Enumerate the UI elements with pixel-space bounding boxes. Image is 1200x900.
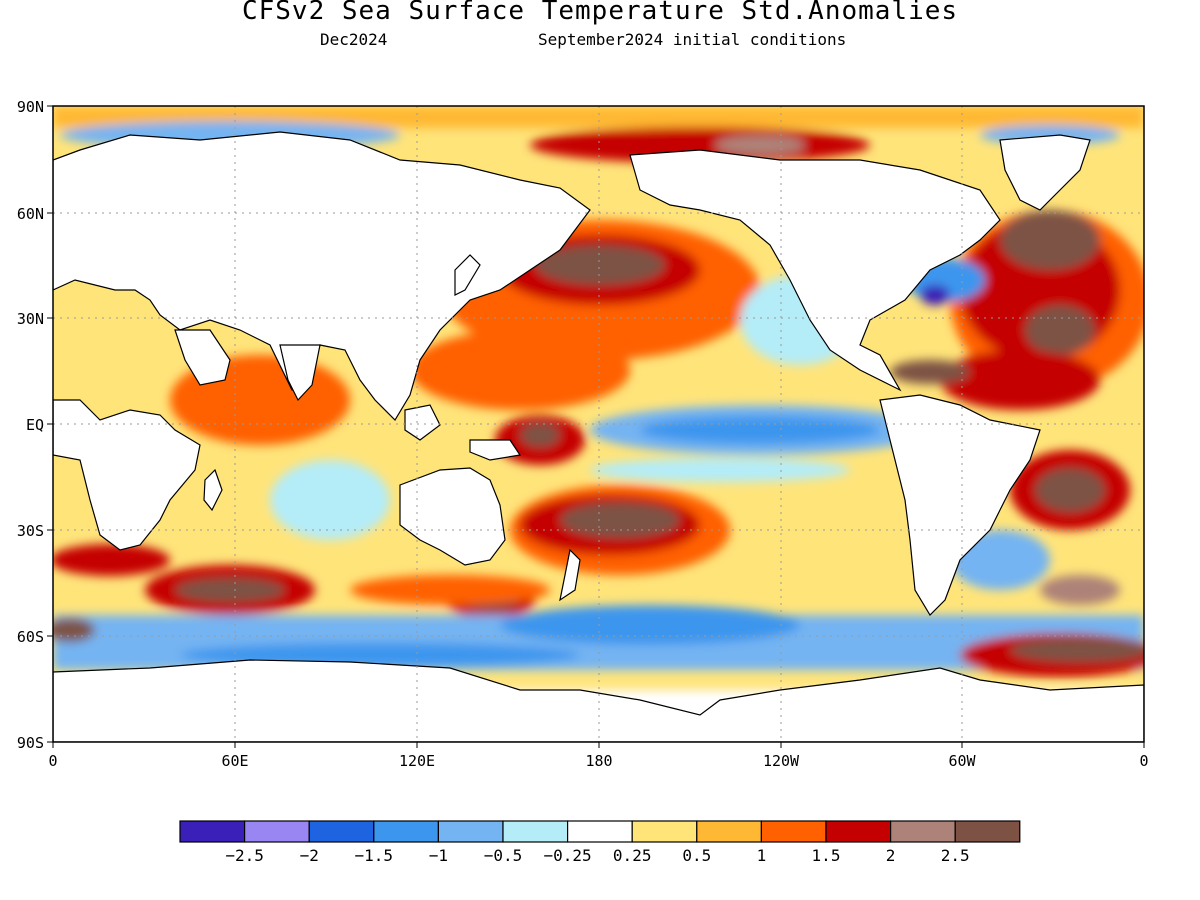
lon-label: 0 <box>1139 752 1148 770</box>
land-india <box>279 344 321 402</box>
legend-swatch <box>566 820 633 843</box>
map-area <box>53 106 1144 742</box>
legend-swatch <box>437 820 504 843</box>
legend-swatch <box>244 820 310 843</box>
legend-swatch <box>954 820 1021 843</box>
legend-label: −2 <box>300 846 319 865</box>
land-arabia <box>174 329 231 386</box>
legend-label: 2.5 <box>941 846 970 865</box>
legend-swatch <box>825 820 892 843</box>
land-japan <box>454 254 481 296</box>
legend-swatch <box>889 820 956 843</box>
land-south-america <box>879 394 1041 616</box>
lon-label: 120E <box>399 752 435 770</box>
land-eurasia <box>53 131 591 421</box>
initial-conditions: September2024 initial conditions <box>538 30 847 49</box>
legend-label: −0.25 <box>544 846 592 865</box>
legend-label: −2.5 <box>225 846 264 865</box>
legend-swatch <box>373 820 439 843</box>
legend-label: −1 <box>429 846 448 865</box>
legend-label: 0.5 <box>682 846 711 865</box>
lat-label: 90N <box>17 98 44 116</box>
legend-swatch <box>631 820 698 843</box>
land-north-america <box>629 149 1001 392</box>
legend-swatch <box>179 820 246 843</box>
legend-label: −1.5 <box>355 846 394 865</box>
legend-label: −0.5 <box>484 846 523 865</box>
forecast-month: Dec2024 <box>320 30 388 49</box>
lat-label: 30S <box>17 522 44 540</box>
land-greenland <box>999 134 1091 211</box>
land-borneo <box>404 404 441 441</box>
land-australia <box>399 467 506 566</box>
lon-label: 60E <box>221 752 248 770</box>
map-title: CFSv2 Sea Surface Temperature Std.Anomal… <box>241 0 959 26</box>
lon-label: 180 <box>585 752 612 770</box>
lat-label: EQ <box>26 416 44 434</box>
lon-label: 0 <box>48 752 57 770</box>
land-madagascar <box>203 468 223 512</box>
lon-label: 120W <box>763 752 800 770</box>
legend-label: 2 <box>886 846 896 865</box>
continents <box>53 131 1144 742</box>
legend-swatch <box>696 820 762 843</box>
lat-labels: 90N 60N 30N EQ 30S 60S 90S <box>17 98 44 752</box>
lat-label: 60S <box>17 628 44 646</box>
lat-label: 90S <box>17 734 44 752</box>
lon-label: 60W <box>948 752 976 770</box>
grid-lines <box>53 106 1144 742</box>
legend-label: 0.25 <box>613 846 652 865</box>
legend-swatch <box>308 820 375 843</box>
legend-swatch <box>502 820 569 843</box>
legend-label: 1 <box>757 846 767 865</box>
land-new-guinea <box>469 439 522 461</box>
legend-label: 1.5 <box>812 846 841 865</box>
land-africa <box>53 399 201 551</box>
color-legend <box>179 820 1021 843</box>
lon-labels: 0 60E 120E 180 120W 60W 0 <box>48 752 1148 770</box>
axis-ticks <box>47 105 1145 748</box>
lat-label: 60N <box>17 205 44 223</box>
land-new-zealand <box>559 548 581 602</box>
legend-swatch <box>760 820 827 843</box>
legend-labels: −2.5 −2 −1.5 −1 −0.5 −0.25 0.25 0.5 1 1.5 2 2.5 <box>225 846 969 865</box>
lat-label: 30N <box>17 310 44 328</box>
